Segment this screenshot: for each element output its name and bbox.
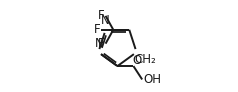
Text: N: N bbox=[94, 37, 103, 50]
Text: F: F bbox=[94, 23, 101, 36]
Text: N: N bbox=[101, 14, 109, 27]
Text: F: F bbox=[98, 37, 105, 50]
Text: F: F bbox=[98, 9, 105, 22]
Text: O: O bbox=[132, 54, 141, 67]
Text: CH₂: CH₂ bbox=[134, 53, 156, 66]
Text: OH: OH bbox=[143, 73, 161, 86]
